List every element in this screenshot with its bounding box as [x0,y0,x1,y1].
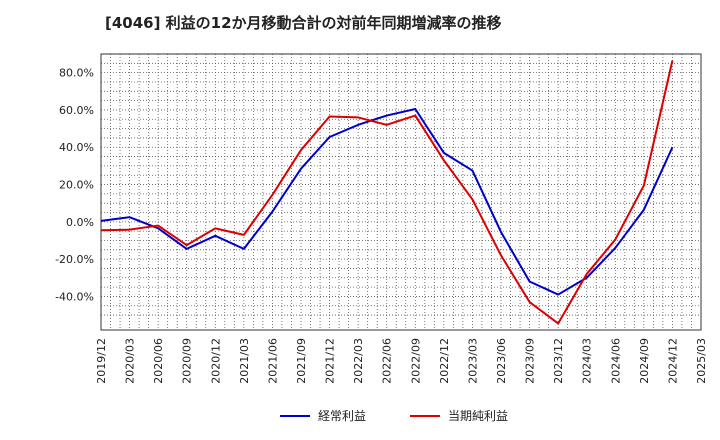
x-tick-label: 2020/06 [152,338,165,384]
x-tick-label: 2023/03 [466,338,479,384]
y-tick-label: -40.0% [55,290,94,303]
x-tick-label: 2021/09 [295,338,308,384]
x-tick-label: 2025/03 [695,338,708,384]
y-tick-label: 0.0% [66,216,94,229]
series-line-1 [100,108,674,296]
legend-label-2: 当期純利益 [448,409,508,423]
x-tick-label: 2024/09 [638,338,651,384]
x-tick-label: 2020/03 [124,338,137,384]
x-tick-label: 2022/06 [381,338,394,384]
x-tick-label: 2023/06 [495,338,508,384]
plot-area [101,54,701,330]
x-tick-label: 2023/09 [524,338,537,384]
legend-label-1: 経常利益 [318,409,366,423]
series-line-2 [100,60,674,325]
x-tick-label: 2022/03 [352,338,365,384]
y-tick-label: -20.0% [55,253,94,266]
y-tick-label: 40.0% [59,141,94,154]
x-tick-label: 2022/09 [409,338,422,384]
y-tick-label: 20.0% [59,179,94,192]
x-tick-label: 2024/03 [581,338,594,384]
x-tick-label: 2024/12 [666,338,679,384]
x-tick-label: 2023/12 [552,338,565,384]
x-tick-label: 2021/06 [266,338,279,384]
x-tick-label: 2019/12 [95,338,108,384]
y-tick-label: 80.0% [59,67,94,80]
x-tick-label: 2021/03 [238,338,251,384]
plot-frame [100,53,702,331]
x-tick-label: 2020/12 [209,338,222,384]
x-tick-label: 2020/09 [181,338,194,384]
chart-title: [4046] 利益の12か月移動合計の対前年同期増減率の推移 [105,14,502,32]
x-tick-label: 2022/12 [438,338,451,384]
y-tick-label: 60.0% [59,104,94,117]
x-tick-label: 2021/12 [324,338,337,384]
x-tick-label: 2024/06 [609,338,622,384]
